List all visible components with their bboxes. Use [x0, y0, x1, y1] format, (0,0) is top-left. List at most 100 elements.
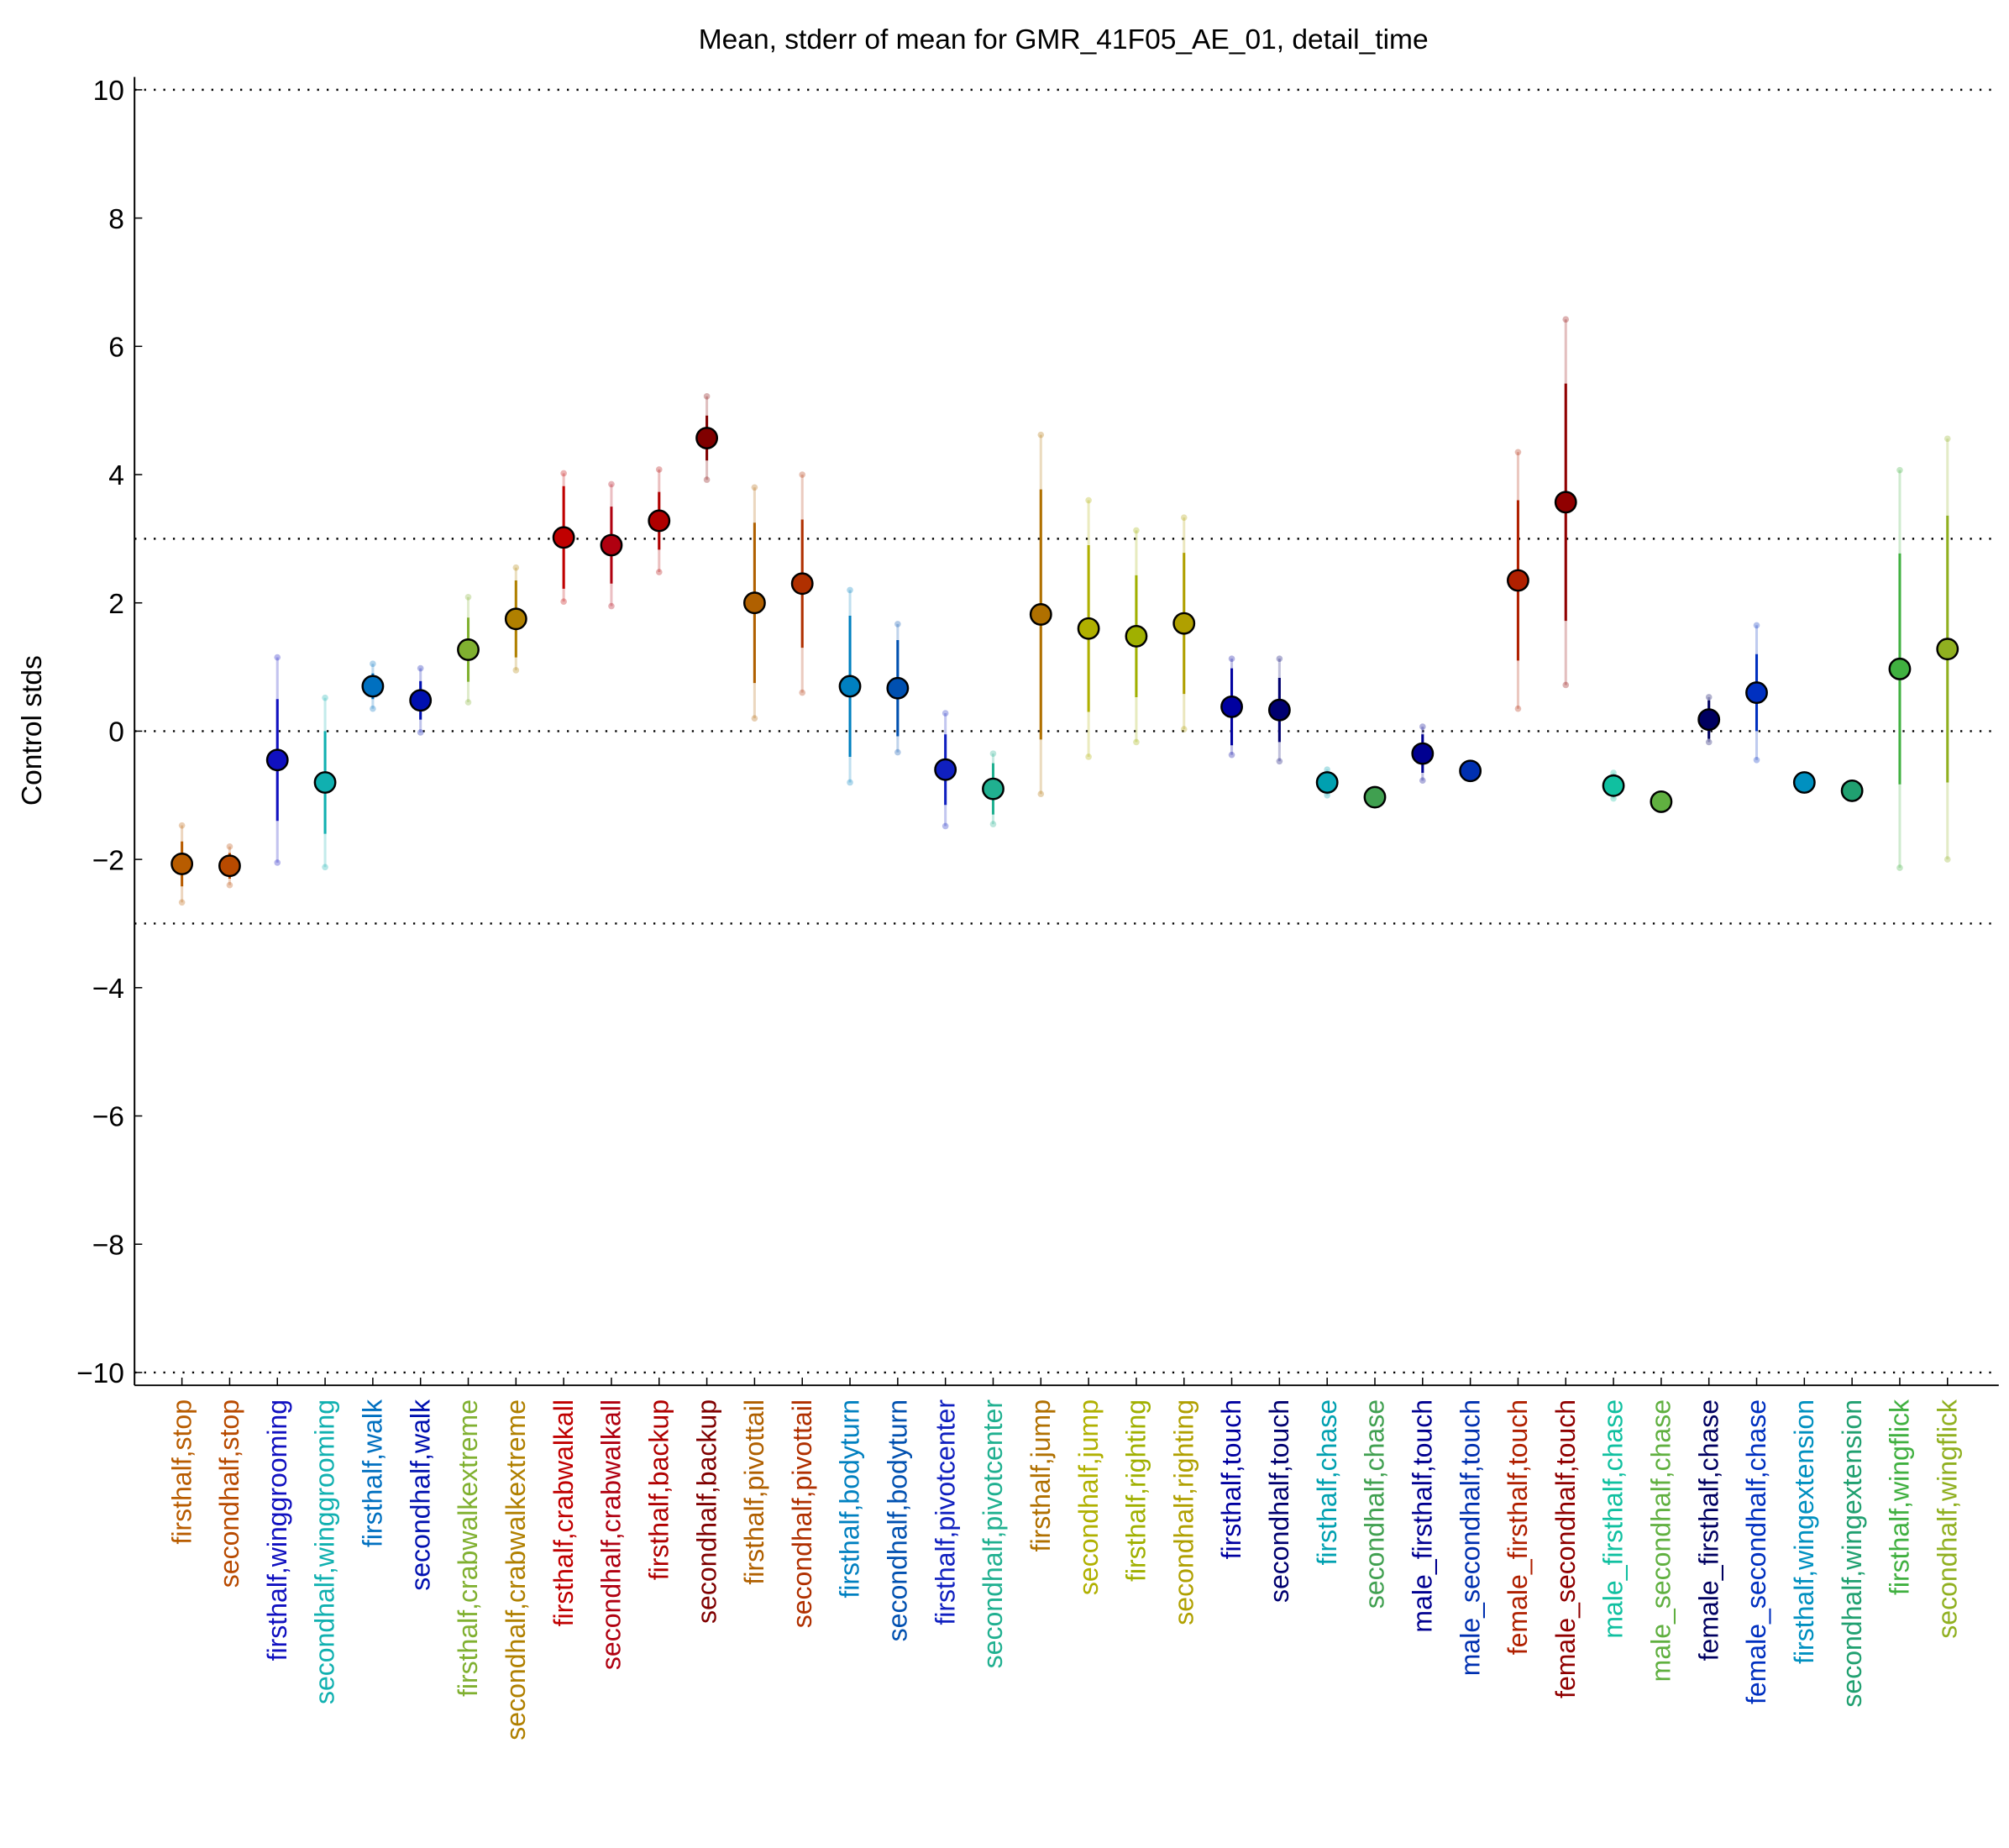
y-tick-label: −10 — [76, 1358, 124, 1389]
mean-marker — [695, 427, 719, 449]
x-tick-label: female_secondhalf,touch — [1550, 1399, 1581, 1698]
spread-dot — [655, 466, 663, 473]
spread-dot — [799, 689, 806, 696]
spread-dot — [1943, 435, 1951, 443]
x-tick-label: female_firsthalf,chase — [1693, 1399, 1723, 1661]
y-tick-label: 4 — [108, 460, 124, 491]
x-tick-label: secondhalf,wingflick — [1932, 1399, 1962, 1639]
x-tick-label: secondhalf,touch — [1264, 1399, 1294, 1603]
spread-dot — [274, 859, 281, 866]
mean-marker — [218, 854, 241, 878]
x-tick-label: secondhalf,pivottail — [787, 1399, 817, 1628]
mean-marker — [934, 758, 957, 781]
spread-dot — [989, 750, 997, 757]
x-tick-label: secondhalf,pivotcenter — [978, 1399, 1008, 1669]
x-tick-label: firsthalf,stop — [166, 1399, 197, 1545]
x-tick-label: secondhalf,stop — [214, 1399, 244, 1588]
x-tick-label: secondhalf,winggrooming — [310, 1399, 340, 1704]
x-tick-label: male_secondhalf,chase — [1646, 1399, 1676, 1682]
spread-dot — [1276, 655, 1283, 662]
spread-dot — [655, 569, 663, 575]
x-tick-label: firsthalf,crabwalkall — [548, 1399, 579, 1626]
spread-dot — [226, 881, 233, 889]
spread-dot — [608, 602, 615, 610]
spread-dot — [799, 471, 806, 478]
x-tick-label: firsthalf,jump — [1025, 1399, 1056, 1551]
x-tick-label: secondhalf,bodyturn — [883, 1399, 913, 1641]
x-tick-label: secondhalf,righting — [1168, 1399, 1199, 1625]
mean-marker — [1267, 698, 1291, 722]
x-tick-label: secondhalf,crabwalkextreme — [501, 1399, 531, 1740]
spread-dot — [894, 621, 901, 627]
y-tick-label: −8 — [92, 1230, 124, 1261]
spread-dot — [1610, 769, 1617, 776]
spread-dot — [1037, 790, 1045, 798]
spread-dot — [942, 710, 949, 717]
mean-marker — [1220, 695, 1243, 718]
spread-dot — [1276, 758, 1283, 765]
x-tick-label: firsthalf,chase — [1312, 1399, 1342, 1566]
mean-marker — [1888, 657, 1912, 680]
spread-dot — [942, 822, 949, 830]
x-tick-label: firsthalf,bodyturn — [835, 1399, 865, 1599]
spread-dot — [1419, 723, 1426, 730]
mean-marker — [1029, 603, 1052, 626]
spread-dot — [751, 715, 758, 722]
spread-dot — [989, 821, 997, 827]
y-tick-label: 8 — [108, 204, 124, 235]
x-tick-label: secondhalf,walk — [405, 1399, 435, 1591]
y-tick-label: 2 — [108, 589, 124, 620]
mean-marker — [1745, 681, 1768, 705]
spread-dot — [1133, 738, 1140, 746]
spread-dot — [322, 864, 328, 871]
y-tick-label: −4 — [92, 974, 124, 1005]
spread-dot — [894, 748, 901, 756]
spread-dot — [1753, 622, 1760, 629]
spread-dot — [1514, 705, 1522, 712]
x-tick-label: female_secondhalf,chase — [1741, 1399, 1771, 1704]
mean-marker — [457, 638, 480, 661]
spread-dot — [464, 699, 472, 706]
spread-dot — [417, 729, 424, 736]
spread-dot — [274, 654, 281, 661]
x-tick-label: firsthalf,backup — [643, 1399, 674, 1580]
y-tick-label: 0 — [108, 717, 124, 748]
y-tick-label: −6 — [92, 1102, 124, 1133]
spread-dot — [1896, 864, 1903, 871]
x-tick-label: secondhalf,jump — [1073, 1399, 1104, 1595]
x-tick-label: firsthalf,winggrooming — [262, 1399, 292, 1661]
spread-dot — [178, 899, 186, 906]
spread-dot — [370, 705, 376, 712]
spread-dot — [1514, 449, 1522, 456]
y-tick-label: 10 — [93, 76, 124, 107]
mean-marker — [1363, 785, 1387, 809]
mean-marker — [1602, 774, 1625, 797]
spread-dot — [512, 564, 520, 571]
mean-marker — [1507, 569, 1529, 592]
spread-dot — [1037, 431, 1045, 438]
spread-dot — [1324, 766, 1330, 774]
mean-marker — [886, 676, 910, 700]
mean-marker — [265, 748, 289, 772]
spread-dot — [370, 660, 376, 668]
x-tick-label: firsthalf,pivottail — [739, 1399, 769, 1585]
spread-dot — [847, 779, 853, 786]
x-tick-label: male_secondhalf,touch — [1455, 1399, 1485, 1676]
mean-marker — [1459, 759, 1482, 783]
spread-dot — [560, 470, 567, 477]
mean-marker — [361, 675, 385, 698]
mean-marker — [1792, 771, 1816, 794]
x-tick-label: secondhalf,backup — [691, 1399, 721, 1624]
spread-dot — [608, 480, 615, 488]
spread-dot — [1085, 496, 1092, 504]
spread-dot — [1610, 795, 1617, 802]
spread-dot — [226, 843, 233, 850]
spread-dot — [1133, 527, 1140, 534]
x-tick-label: firsthalf,righting — [1121, 1399, 1151, 1582]
mean-marker — [1411, 742, 1435, 765]
spread-dot — [1705, 694, 1713, 701]
mean-marker — [409, 689, 433, 712]
mean-marker — [1125, 624, 1148, 648]
mean-marker — [313, 771, 337, 794]
